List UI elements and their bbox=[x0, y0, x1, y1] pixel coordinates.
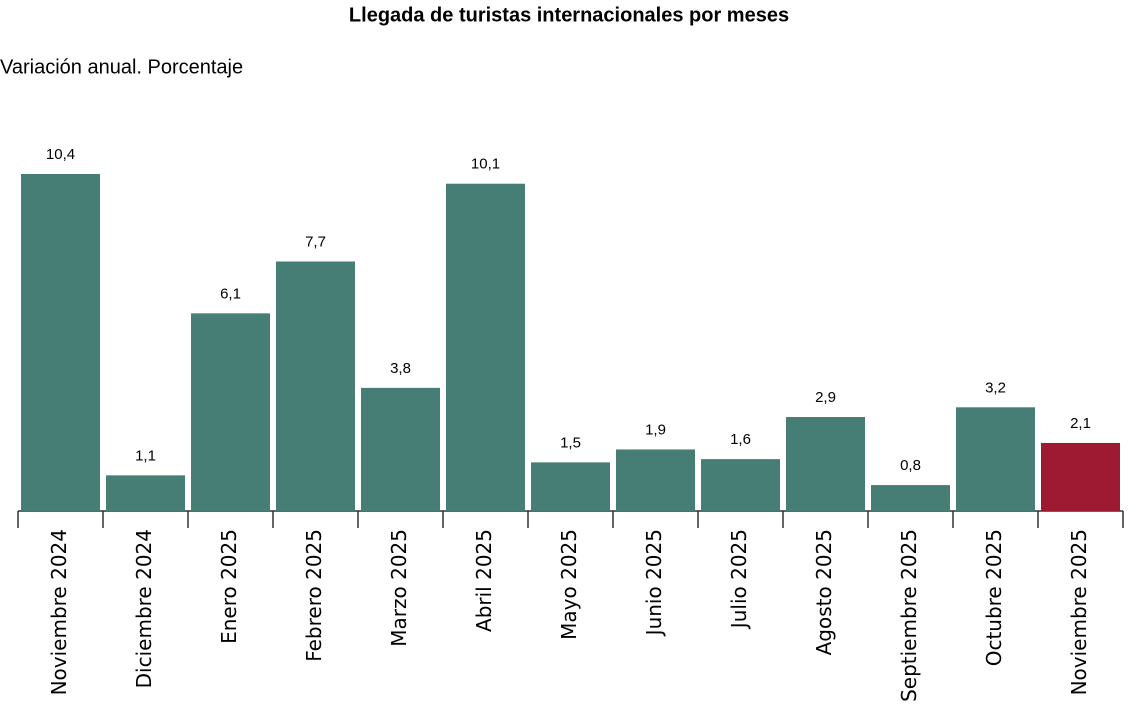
x-tick-label: Diciembre 2024 bbox=[132, 529, 156, 688]
bar bbox=[871, 485, 950, 511]
bar bbox=[956, 407, 1035, 511]
x-tick-label: Noviembre 2025 bbox=[1067, 529, 1091, 695]
x-tick-label: Marzo 2025 bbox=[387, 529, 411, 647]
value-label: 3,8 bbox=[390, 360, 411, 377]
bar bbox=[616, 449, 695, 511]
value-label: 7,7 bbox=[305, 233, 326, 250]
bar bbox=[276, 261, 355, 511]
x-tick-label: Septiembre 2025 bbox=[897, 529, 921, 702]
x-tick-label: Mayo 2025 bbox=[557, 529, 581, 640]
bar bbox=[701, 459, 780, 511]
value-label: 3,2 bbox=[985, 379, 1006, 396]
value-label: 1,6 bbox=[730, 431, 751, 448]
x-tick-label: Enero 2025 bbox=[217, 529, 241, 644]
chart-title: Llegada de turistas internacionales por … bbox=[349, 4, 789, 26]
value-label: 1,9 bbox=[645, 421, 666, 438]
value-label: 10,1 bbox=[471, 156, 500, 173]
chart-subtitle: Variación anual. Porcentaje bbox=[0, 56, 243, 78]
x-tick-label: Abril 2025 bbox=[472, 529, 496, 632]
x-tick-label: Agosto 2025 bbox=[812, 529, 836, 655]
x-tick-label: Octubre 2025 bbox=[982, 529, 1006, 666]
bar bbox=[191, 313, 270, 511]
value-label: 2,1 bbox=[1070, 415, 1091, 432]
x-tick-label: Julio 2025 bbox=[727, 529, 751, 630]
x-tick-label: Noviembre 2024 bbox=[47, 529, 71, 695]
x-tick-label: Junio 2025 bbox=[642, 529, 666, 637]
value-label: 1,5 bbox=[560, 434, 581, 451]
value-label: 1,1 bbox=[135, 447, 156, 464]
bar bbox=[531, 462, 610, 511]
bar bbox=[21, 174, 100, 511]
value-label: 2,9 bbox=[815, 389, 836, 406]
bar bbox=[1041, 442, 1120, 511]
bar bbox=[786, 417, 865, 511]
value-label: 0,8 bbox=[900, 457, 921, 474]
bar bbox=[361, 387, 440, 511]
x-tick-label: Febrero 2025 bbox=[302, 529, 326, 662]
bar bbox=[446, 183, 525, 511]
bar bbox=[106, 475, 185, 511]
value-label: 6,1 bbox=[220, 285, 241, 302]
value-label: 10,4 bbox=[46, 146, 75, 163]
